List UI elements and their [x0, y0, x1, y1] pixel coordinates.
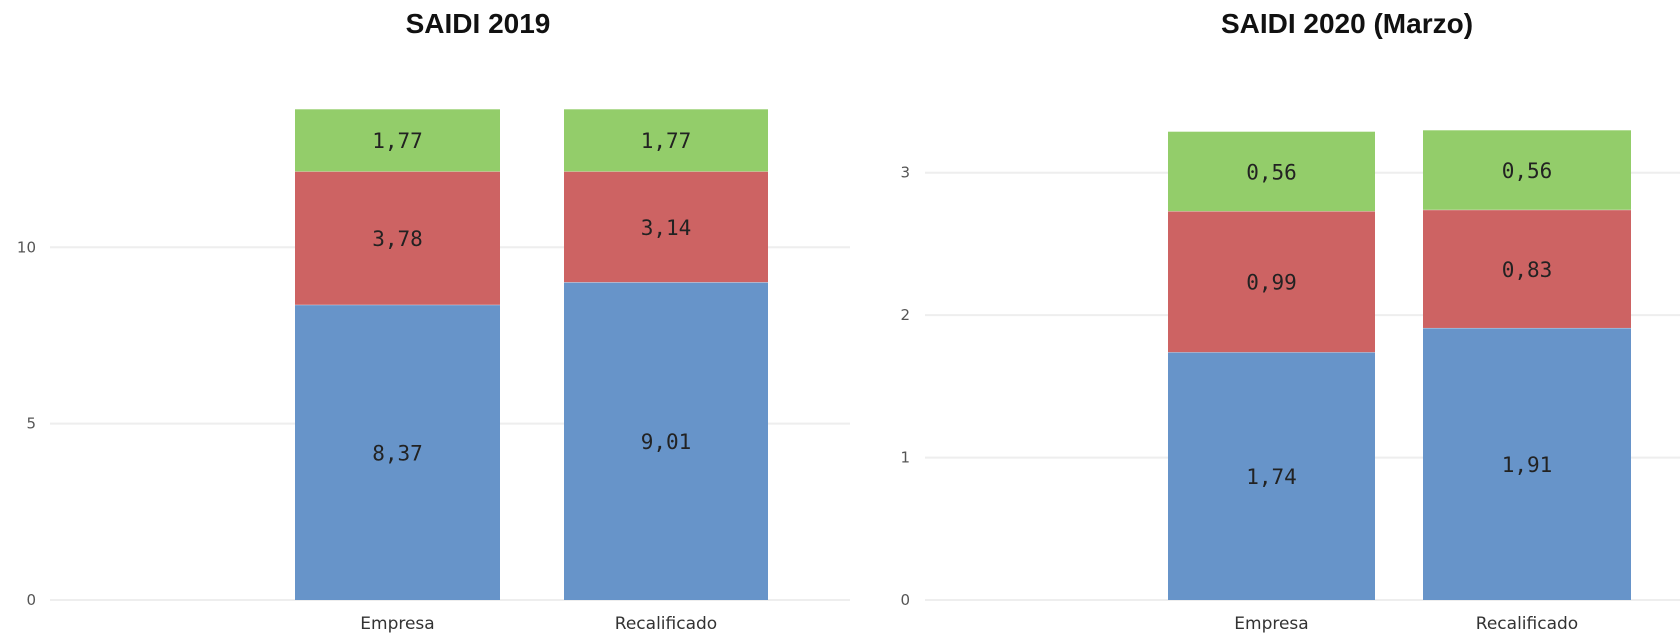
bar-segment [295, 109, 500, 172]
x-category-label: Recalificado [615, 614, 717, 633]
data-label: 3,78 [372, 227, 423, 251]
bar-segment [1423, 209, 1631, 328]
y-tick-label: 0 [26, 591, 36, 609]
chart-title-saidi-2019: SAIDI 2019 [405, 8, 551, 39]
y-tick-label: 5 [26, 415, 36, 433]
data-label: 1,74 [1246, 465, 1297, 489]
bar-segment [1423, 327, 1631, 600]
bar-segment [1168, 211, 1375, 353]
bar-segment [295, 304, 500, 600]
data-label: 1,77 [372, 129, 423, 153]
data-label: 8,37 [372, 441, 423, 465]
data-label: 3,14 [641, 216, 692, 240]
data-label: 0,56 [1246, 160, 1297, 184]
y-tick-label: 3 [900, 164, 910, 182]
bar-segment [564, 282, 768, 600]
data-label: 9,01 [641, 430, 692, 454]
y-tick-label: 10 [17, 238, 36, 256]
chart-title-saidi-2020: SAIDI 2020 (Marzo) [1220, 8, 1474, 39]
y-tick-label: 1 [900, 449, 910, 467]
data-label: 1,77 [641, 129, 692, 153]
y-tick-label: 0 [900, 591, 910, 609]
bar-segment [1423, 130, 1631, 210]
data-label: 1,91 [1502, 453, 1553, 477]
x-category-label: Recalificado [1476, 614, 1578, 633]
y-tick-label: 2 [900, 306, 910, 324]
data-label: 0,99 [1246, 271, 1297, 295]
x-category-label: Empresa [360, 614, 434, 633]
data-label: 0,83 [1502, 258, 1553, 282]
bar-segment [564, 109, 768, 172]
x-category-label: Empresa [1234, 614, 1308, 633]
bar-segment [564, 171, 768, 283]
bar-segment [1168, 352, 1375, 600]
bar-segment [295, 171, 500, 305]
bar-segment [1168, 131, 1375, 212]
data-label: 0,56 [1502, 159, 1553, 183]
